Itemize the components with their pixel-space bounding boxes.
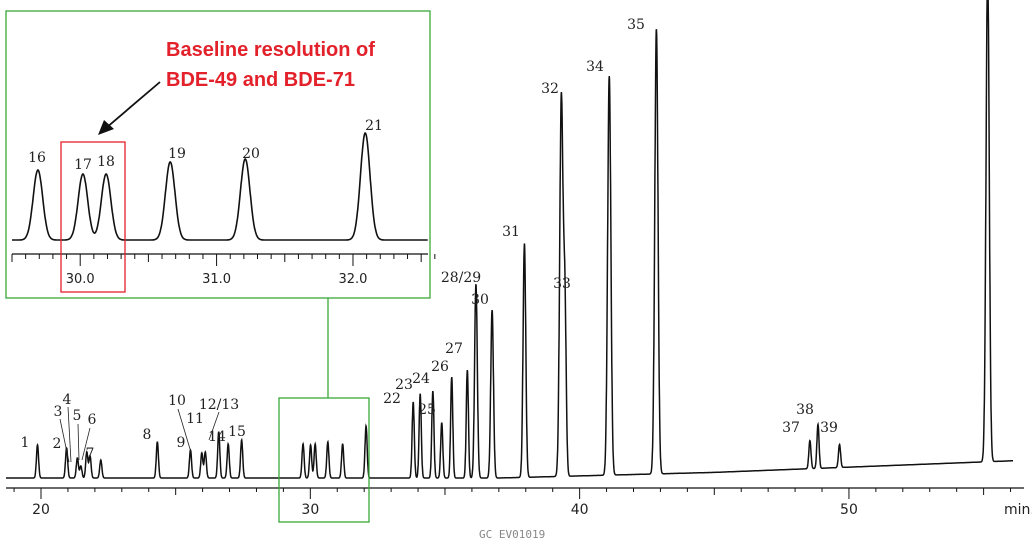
highlight-box-bde49-bde71 (60, 141, 126, 293)
main-peak-label: 33 (553, 276, 571, 292)
main-peak-label: 4 (63, 392, 72, 408)
main-peak-label: 11 (186, 411, 204, 427)
main-peak-label: 38 (796, 402, 814, 418)
inset-tick-label: 31.0 (202, 272, 231, 287)
main-peak-label: 15 (228, 424, 246, 440)
inset-tick-label: 32.0 (339, 272, 368, 287)
inset-peak-labels: 16 17 18 19 20 21 (28, 118, 383, 173)
main-tick-label: 50 (840, 502, 858, 518)
main-peak-label: 35 (627, 17, 645, 33)
main-peak-label: 12/13 (199, 397, 239, 413)
main-peak-label: 1 (21, 435, 30, 451)
main-peak-label: 23 (395, 377, 413, 393)
main-peak-label: 31 (502, 224, 520, 240)
main-peak-label: 26 (431, 359, 449, 375)
main-tick-label: 20 (32, 502, 50, 518)
main-peak-label: 9 (177, 435, 186, 451)
main-tick-label: 40 (571, 502, 589, 518)
label-leader-line (77, 423, 80, 461)
inset-panel (5, 10, 431, 299)
main-peak-label: 32 (541, 81, 559, 97)
inset-x-axis: 30.0 31.0 32.0 (11, 253, 436, 287)
label-leader-line (208, 411, 220, 441)
main-peak-label: 28/29 (441, 270, 481, 286)
main-peak-label: 5 (73, 408, 82, 424)
main-peak-label: 24 (412, 371, 430, 387)
main-peak-label: 7 (86, 446, 95, 462)
main-peak-label: 10 (168, 393, 186, 409)
main-peak-label: 14 (208, 429, 226, 445)
main-peak-label: 22 (383, 391, 401, 407)
label-leader-line (177, 408, 191, 450)
main-chromatogram-trace (6, 0, 1013, 479)
main-peak-label: 25 (418, 402, 436, 418)
label-leader-line (59, 418, 70, 463)
figure-code: GC EV01019 (479, 528, 545, 541)
main-peak-label: 37 (782, 420, 800, 436)
main-peak-label: 34 (586, 59, 604, 75)
callout-line-2: BDE-49 and BDE-71 (166, 69, 355, 91)
main-tick-label: 30 (301, 502, 319, 518)
inset-peak-label: 18 (97, 154, 115, 170)
main-peak-label: 39 (820, 420, 838, 436)
inset-tick-label: 30.0 (66, 272, 95, 287)
main-peak-label: 3 (54, 404, 63, 420)
label-leader-line (67, 406, 72, 463)
inset-peak-label: 17 (74, 157, 92, 173)
zoom-region-box (278, 397, 370, 523)
main-peak-label: 8 (143, 427, 152, 443)
inset-peak-label: 20 (242, 146, 260, 162)
main-peak-label: 30 (471, 292, 489, 308)
x-unit-label: min. (1004, 502, 1032, 518)
inset-chromatogram-trace (12, 131, 428, 241)
callout-arrow (98, 81, 161, 135)
inset-peak-label: 16 (28, 150, 46, 166)
main-peak-label: 2 (53, 436, 62, 452)
inset-peak-label: 19 (168, 146, 186, 162)
label-leader-line (81, 427, 91, 461)
callout-line-1: Baseline resolution of (166, 39, 375, 61)
main-x-axis: 20 30 40 50 (6, 487, 1024, 518)
main-peak-label: 27 (445, 341, 463, 357)
inset-peak-label: 21 (365, 118, 383, 134)
main-peak-label: 6 (88, 412, 97, 428)
